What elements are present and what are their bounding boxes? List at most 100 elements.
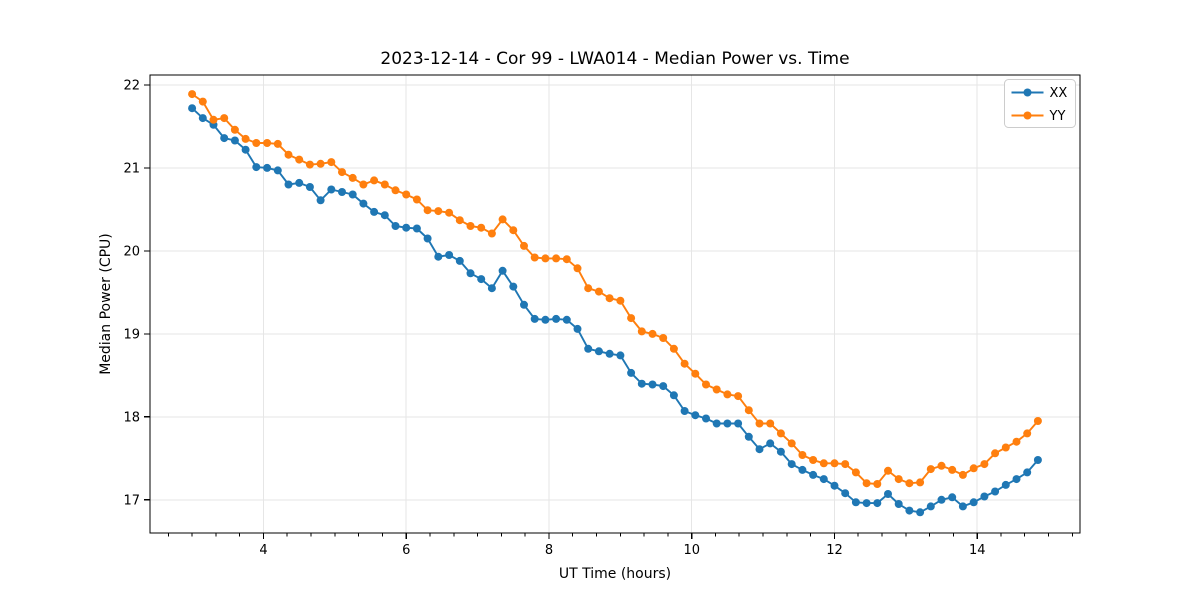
data-point-YY [980, 460, 989, 469]
data-point-XX [884, 490, 892, 498]
data-point-XX [305, 183, 314, 191]
x-tick-label: 10 [683, 543, 700, 558]
data-point-YY [809, 456, 818, 464]
data-point-XX [916, 508, 925, 517]
data-point-XX [1012, 475, 1021, 484]
data-point-YY [691, 369, 700, 378]
series-line-YY [191, 93, 1039, 485]
data-point-YY [402, 190, 411, 199]
data-point-XX [627, 368, 636, 377]
data-point-XX [702, 414, 710, 423]
data-point-XX [659, 382, 668, 391]
data-point-YY [263, 139, 272, 147]
data-point-YY [220, 114, 229, 123]
data-point-YY [744, 406, 753, 415]
data-point-YY [509, 226, 518, 235]
data-point-YY [230, 125, 239, 134]
data-point-YY [862, 479, 871, 488]
data-point-YY [648, 329, 657, 338]
data-point-XX [787, 460, 796, 469]
data-point-XX [188, 104, 197, 113]
data-point-XX [948, 493, 957, 502]
data-point-YY [894, 475, 903, 484]
data-series [188, 90, 1042, 517]
data-point-YY [884, 466, 892, 475]
data-point-YY [455, 216, 464, 225]
data-point-YY [380, 180, 389, 189]
data-point-YY [316, 159, 325, 168]
data-point-YY [1012, 437, 1021, 446]
data-point-YY [948, 465, 957, 474]
data-point-XX [295, 178, 304, 187]
x-tick-label: 4 [259, 543, 267, 558]
data-point-YY [498, 215, 507, 224]
data-point-XX [338, 188, 346, 196]
data-point-YY [755, 419, 764, 428]
data-point-XX [573, 324, 582, 333]
legend-marker-sample [1023, 88, 1032, 97]
data-point-XX [926, 502, 935, 511]
data-point-XX [691, 411, 700, 420]
data-point-XX [819, 475, 828, 484]
y-tick-label: 21 [123, 161, 140, 176]
data-point-YY [370, 176, 379, 185]
y-tick-label: 17 [123, 493, 140, 508]
data-point-YY [659, 334, 668, 342]
legend-marker-sample [1023, 111, 1032, 120]
data-point-YY [873, 480, 882, 488]
data-point-YY [969, 464, 978, 473]
axis-ticks: 4 6 8 10 12 14 17 18 19 20 21 22 [123, 78, 1073, 558]
data-point-XX [669, 391, 678, 400]
gridlines [150, 75, 1080, 533]
data-point-XX [198, 114, 207, 123]
legend-label-YY: YY [1049, 109, 1066, 124]
data-point-YY [926, 465, 935, 474]
data-point-YY [327, 158, 336, 167]
data-point-YY [252, 139, 261, 147]
legend-label-XX: XX [1050, 86, 1068, 101]
data-point-XX [327, 185, 336, 194]
data-point-XX [220, 134, 229, 143]
data-point-XX [905, 506, 914, 515]
data-point-YY [991, 449, 1000, 458]
data-point-YY [273, 139, 282, 148]
data-point-XX [380, 211, 389, 220]
data-point-YY [637, 327, 646, 336]
data-point-YY [776, 429, 785, 438]
data-point-YY [359, 180, 368, 189]
data-point-YY [766, 419, 775, 428]
data-point-YY [562, 255, 571, 264]
data-point-XX [755, 445, 764, 454]
data-point-YY [477, 223, 486, 232]
data-point-XX [809, 470, 818, 479]
data-point-XX [776, 447, 785, 456]
data-point-XX [584, 344, 593, 353]
data-point-XX [273, 166, 282, 175]
data-point-YY [466, 222, 475, 230]
data-point-YY [541, 254, 550, 263]
data-point-YY [669, 344, 678, 353]
data-point-YY [787, 439, 796, 448]
y-axis-label: Median Power (CPU) [98, 233, 114, 375]
x-tick-label: 8 [545, 543, 553, 558]
data-point-YY [937, 461, 946, 470]
data-point-XX [1033, 456, 1042, 464]
data-point-YY [487, 229, 496, 238]
data-point-YY [723, 390, 732, 399]
data-point-YY [530, 253, 539, 262]
data-point-YY [241, 134, 250, 143]
plot-border [149, 74, 1081, 534]
data-point-YY [573, 264, 582, 273]
data-point-XX [370, 207, 379, 216]
data-point-XX [445, 251, 454, 259]
x-axis-label: UT Time (hours) [559, 566, 671, 582]
data-point-XX [616, 351, 625, 360]
data-point-YY [830, 459, 839, 468]
data-point-YY [305, 160, 314, 169]
data-point-YY [198, 97, 207, 106]
data-point-XX [455, 256, 464, 265]
data-point-XX [230, 136, 239, 145]
data-point-YY [916, 478, 925, 487]
